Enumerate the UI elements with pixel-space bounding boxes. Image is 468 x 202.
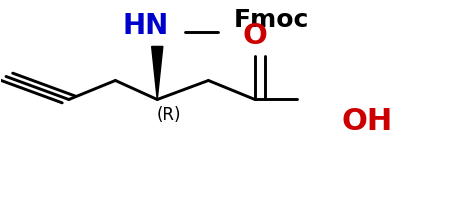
Text: HN: HN	[123, 12, 169, 40]
Text: Fmoc: Fmoc	[234, 8, 309, 32]
Text: O: O	[242, 22, 267, 50]
Text: (R): (R)	[157, 105, 181, 123]
Text: OH: OH	[341, 106, 392, 135]
Polygon shape	[152, 47, 163, 100]
